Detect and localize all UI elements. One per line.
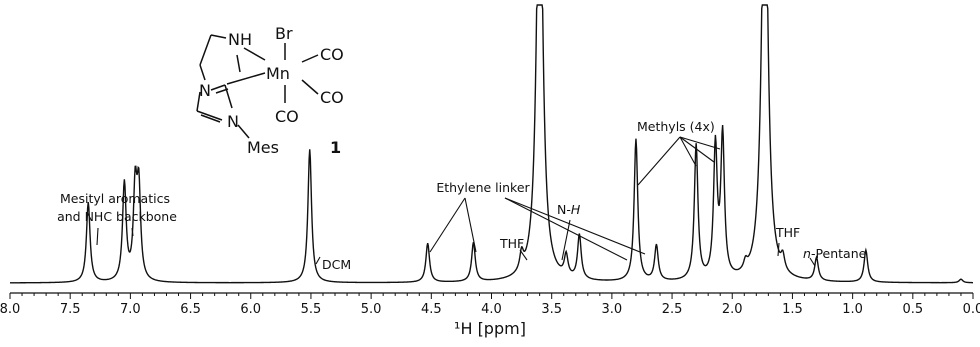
leader-ethylene-2 xyxy=(464,197,477,253)
x-tick-label: 5.0 xyxy=(361,302,382,317)
atom-h-amine: H xyxy=(240,30,252,49)
label-nh-h: H xyxy=(571,202,581,217)
leader-pentane xyxy=(809,257,816,267)
atom-mes: Mes xyxy=(247,138,279,157)
x-tick-label: 7.0 xyxy=(120,302,141,317)
x-tick-label: 1.5 xyxy=(782,302,803,317)
atom-co-2: CO xyxy=(320,88,344,107)
x-tick-label: 3.5 xyxy=(541,302,562,317)
x-tick-label: 5.5 xyxy=(301,302,322,317)
bond-ch2-nring xyxy=(199,64,206,81)
label-mesityl-2: and NHC backbone xyxy=(57,209,177,224)
leader-ethylene-4 xyxy=(504,197,628,261)
leader-methyl-1 xyxy=(637,136,681,186)
bond-ring-1 xyxy=(210,84,226,91)
atom-co-1: CO xyxy=(320,45,344,64)
leader-methyl-4 xyxy=(679,136,721,150)
atom-br: Br xyxy=(275,24,293,43)
atom-n-ring-1: N xyxy=(199,81,211,100)
leader-methyl-3 xyxy=(679,136,715,163)
label-mesityl-1: Mesityl aromatics xyxy=(60,191,170,206)
molecule-structure: Br N H Mn CO CO CO N N Mes 1 xyxy=(196,24,344,157)
atom-n-amine: N xyxy=(228,30,240,49)
leader-methyl-2 xyxy=(679,136,697,167)
bond-ring-6 xyxy=(200,114,221,123)
leader-dcm xyxy=(315,256,321,265)
atom-n-ring-2: N xyxy=(227,112,239,131)
bond-n-ch2 xyxy=(210,34,227,39)
label-nh: N-H xyxy=(557,202,581,217)
label-thf-2: THF xyxy=(775,225,800,240)
x-tick-label: 7.5 xyxy=(60,302,81,317)
label-methyls: Methyls (4x) xyxy=(637,119,715,134)
annotation-lines xyxy=(96,136,816,267)
bond-ring-3 xyxy=(224,84,233,109)
x-tick-label: 0.0 xyxy=(963,302,980,317)
label-nh-n: N- xyxy=(557,202,571,217)
x-tick-label: 4.5 xyxy=(421,302,442,317)
bond-ch2-ch2 xyxy=(199,34,212,66)
leader-nh xyxy=(561,219,571,261)
spectrum-trace xyxy=(10,4,974,284)
atom-mn: Mn xyxy=(266,64,290,83)
leader-mesityl-1 xyxy=(96,227,99,246)
molecule-bonds xyxy=(196,34,319,139)
x-tick-label: 8.0 xyxy=(0,302,20,317)
label-pentane-n: n xyxy=(803,246,811,261)
leader-mesityl-2 xyxy=(131,227,134,237)
bond-n-mn xyxy=(243,47,266,61)
bond-mn-co2 xyxy=(301,79,319,95)
label-pentane: n-Pentane xyxy=(803,246,867,261)
x-tick-label: 3.0 xyxy=(602,302,623,317)
compound-number: 1 xyxy=(330,138,341,157)
bond-n-mes xyxy=(237,124,250,139)
x-tick-label: 1.0 xyxy=(842,302,863,317)
label-thf-1: THF xyxy=(499,236,524,251)
x-tick-label: 6.0 xyxy=(240,302,261,317)
label-pentane-rest: -Pentane xyxy=(811,246,867,261)
annotations: Mesityl aromatics and NHC backbone DCM E… xyxy=(57,119,867,272)
x-tick-label: 2.5 xyxy=(662,302,683,317)
bond-ring-5 xyxy=(196,110,223,121)
x-tick-label: 6.5 xyxy=(180,302,201,317)
leader-thf-1 xyxy=(519,249,528,261)
x-tick-label: 0.5 xyxy=(902,302,923,317)
atom-co-3: CO xyxy=(275,107,299,126)
label-dcm: DCM xyxy=(322,257,351,272)
x-tick-label: 4.0 xyxy=(481,302,502,317)
leader-ethylene-3 xyxy=(504,197,646,255)
x-tick-label: 2.0 xyxy=(722,302,743,317)
x-axis: 8.0 7.5 7.0 6.5 6.0 5.5 5.0 4.5 4.0 3.5 3.0 2.5 2.0 1… xyxy=(0,292,980,317)
bond-n-methyl xyxy=(236,54,241,73)
leader-thf-2 xyxy=(777,242,780,257)
bond-mn-co1 xyxy=(301,54,319,63)
x-axis-title: ¹H [ppm] xyxy=(454,319,526,338)
leader-ethylene-1 xyxy=(429,197,466,253)
label-ethylene-linker: Ethylene linker xyxy=(436,180,530,195)
bond-carbene-mn xyxy=(226,72,266,85)
bond-ring-4 xyxy=(196,91,201,112)
